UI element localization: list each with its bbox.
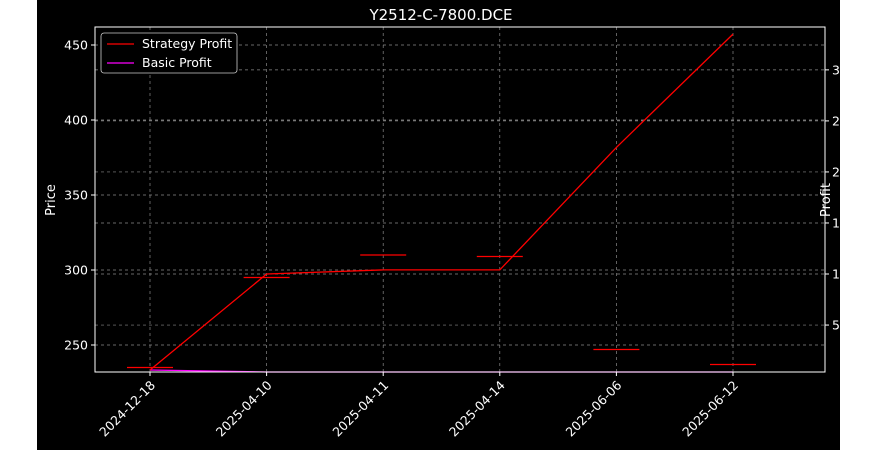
legend-label-basic-profit: Basic Profit bbox=[142, 55, 212, 70]
x-tick-label: 2025-06-06 bbox=[563, 377, 625, 439]
x-tick-label: 2024-12-18 bbox=[96, 377, 158, 439]
y-right-tick-label: 20 bbox=[832, 164, 840, 179]
y-left-tick-label: 350 bbox=[64, 188, 88, 203]
series-line-strategy-profit bbox=[149, 33, 734, 371]
plot-area-frame bbox=[94, 26, 826, 373]
chart-title: Y2512-C-7800.DCE bbox=[368, 6, 512, 24]
y-left-tick-label: 400 bbox=[64, 113, 88, 128]
y-left-tick-label: 250 bbox=[64, 338, 88, 353]
x-tick-label: 2025-04-10 bbox=[213, 377, 275, 439]
y-left-tick-label: 300 bbox=[64, 263, 88, 278]
y-right-tick-label: 30 bbox=[832, 62, 840, 77]
x-tick-label: 2025-04-11 bbox=[329, 378, 391, 440]
y-axis-right-label: Profit bbox=[819, 183, 834, 217]
chart-svg: Y2512-C-7800.DCE 2024-12-18 2025-04-10 202… bbox=[44, 6, 840, 440]
legend: Strategy Profit Basic Profit bbox=[100, 32, 238, 74]
y-right-tick-label: 10 bbox=[832, 267, 840, 282]
price-marker-layer bbox=[127, 254, 756, 369]
y-left-tick-label: 450 bbox=[64, 38, 88, 53]
legend-label-strategy-profit: Strategy Profit bbox=[142, 36, 232, 51]
grid-layer bbox=[95, 27, 825, 372]
series-layer bbox=[149, 33, 734, 373]
chart-figure: Y2512-C-7800.DCE 2024-12-18 2025-04-10 202… bbox=[37, 0, 840, 450]
y-axis-left-label: Price bbox=[44, 184, 59, 216]
x-tick-label: 2025-04-14 bbox=[446, 377, 508, 439]
y-right-tick-label: 25 bbox=[832, 113, 840, 128]
legend-box bbox=[100, 32, 238, 74]
y-right-tick-label: 15 bbox=[832, 215, 840, 230]
x-tick-label: 2025-06-12 bbox=[679, 378, 741, 440]
y-right-tick-label: 5 bbox=[832, 318, 840, 333]
axis-layer: 2024-12-18 2025-04-10 2025-04-11 2025-04-14… bbox=[64, 38, 840, 440]
